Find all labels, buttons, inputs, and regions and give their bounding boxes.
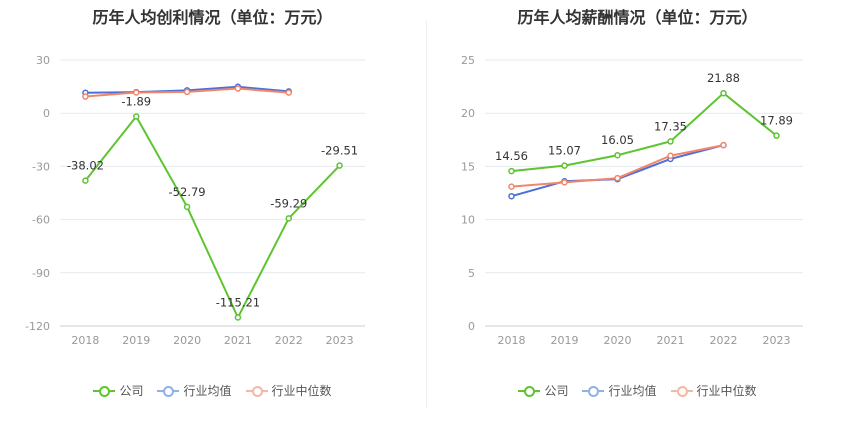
legend-item-industry-median[interactable]: 行业中位数	[670, 382, 757, 399]
x-tick-label: 2023	[326, 334, 354, 347]
data-label: 17.89	[760, 114, 793, 128]
legend-label: 公司	[544, 384, 569, 398]
data-label: -38.02	[67, 159, 104, 173]
data-label: 21.88	[707, 71, 740, 85]
data-point	[720, 141, 727, 149]
legend-label: 行业均值	[608, 384, 657, 398]
chart-legend: 公司 行业均值 行业中位数	[0, 382, 425, 399]
x-tick-label: 2023	[763, 334, 791, 347]
panel-divider	[426, 20, 427, 408]
data-point	[508, 192, 515, 200]
data-point	[82, 93, 89, 100]
x-tick-label: 2022	[275, 334, 303, 347]
legend-line-icon	[245, 385, 268, 397]
y-tick-label: 25	[461, 54, 475, 67]
profit-chart-panel: 历年人均创利情况（单位：万元） 30 0 -30 -60 -90 -120 2018 2019…	[0, 8, 425, 399]
data-label: 17.35	[654, 119, 687, 133]
data-point	[667, 138, 674, 145]
x-tick-label: 2019	[551, 334, 579, 347]
data-point	[183, 88, 191, 96]
data-point	[234, 85, 242, 92]
y-tick-label: 0	[43, 107, 50, 120]
data-point	[82, 177, 89, 184]
x-tick-label: 2020	[604, 334, 632, 347]
y-tick-label: 5	[468, 267, 475, 280]
data-point	[183, 203, 191, 211]
legend-label: 行业均值	[183, 384, 232, 398]
data-point	[561, 179, 568, 186]
salary-chart-svg: 25 20 15 10 5 0 2018 2019 2020 2021 2022 2023 14.56 1…	[461, 54, 803, 347]
data-point	[285, 89, 292, 96]
data-point	[720, 89, 727, 97]
legend-line-icon	[93, 385, 116, 397]
data-point	[336, 162, 343, 169]
data-point	[508, 183, 515, 190]
legend-item-company[interactable]: 公司	[93, 382, 143, 399]
data-point	[133, 113, 140, 120]
y-tick-label: 30	[36, 54, 50, 67]
x-tick-label: 2022	[710, 334, 738, 347]
series-line	[84, 114, 341, 320]
y-tick-label: -90	[32, 267, 50, 280]
legend-item-industry-avg[interactable]: 行业均值	[157, 382, 232, 399]
data-point	[508, 167, 515, 175]
salary-chart-panel: 历年人均薪酬情况（单位：万元） 25 20 15 10 5 0 2018 2019 2020 20…	[425, 0, 850, 437]
legend-line-icon	[670, 385, 693, 397]
x-tick-label: 2018	[71, 334, 99, 347]
legend-item-company[interactable]: 公司	[518, 382, 568, 399]
legend-item-industry-avg[interactable]: 行业均值	[582, 382, 657, 399]
data-label: 14.56	[495, 149, 528, 163]
series-line	[511, 91, 778, 173]
data-point	[234, 314, 242, 321]
data-point	[614, 151, 621, 159]
y-tick-label: 0	[468, 320, 475, 333]
data-point	[133, 89, 140, 96]
data-point	[285, 215, 292, 222]
legend-label: 行业中位数	[696, 384, 757, 398]
data-label: -1.89	[121, 95, 151, 109]
data-point	[561, 162, 568, 169]
x-tick-label: 2019	[122, 334, 150, 347]
x-tick-label: 2021	[224, 334, 252, 347]
data-point	[614, 174, 621, 182]
x-tick-label: 2018	[498, 334, 526, 347]
data-label: -29.51	[321, 144, 358, 158]
x-tick-label: 2020	[173, 334, 201, 347]
legend-line-icon	[157, 385, 180, 397]
data-label: -59.29	[270, 196, 307, 210]
data-label: 16.05	[601, 133, 634, 147]
chart-title: 历年人均创利情况（单位：万元）	[92, 8, 333, 27]
legend-line-icon	[518, 385, 541, 397]
y-tick-label: 10	[461, 214, 475, 227]
chart-title: 历年人均薪酬情况（单位：万元）	[517, 8, 758, 27]
legend-item-industry-median[interactable]: 行业中位数	[245, 382, 332, 399]
data-label: -52.79	[169, 185, 206, 199]
profit-chart-svg: 30 0 -30 -60 -90 -120 2018 2019 2020 2021 2022 2023…	[25, 54, 365, 347]
chart-legend: 公司 行业均值 行业中位数	[425, 382, 850, 399]
y-tick-label: 15	[461, 160, 475, 173]
data-label: -115.21	[216, 296, 260, 310]
y-tick-label: -30	[32, 160, 50, 173]
legend-label: 公司	[119, 384, 144, 398]
y-tick-label: -60	[32, 214, 50, 227]
y-tick-label: -120	[25, 320, 50, 333]
data-point	[773, 132, 780, 139]
x-tick-label: 2021	[657, 334, 685, 347]
legend-line-icon	[582, 385, 605, 397]
legend-label: 行业中位数	[271, 384, 332, 398]
data-label: 15.07	[548, 144, 581, 158]
data-point	[667, 152, 674, 160]
y-tick-label: 20	[461, 107, 475, 120]
